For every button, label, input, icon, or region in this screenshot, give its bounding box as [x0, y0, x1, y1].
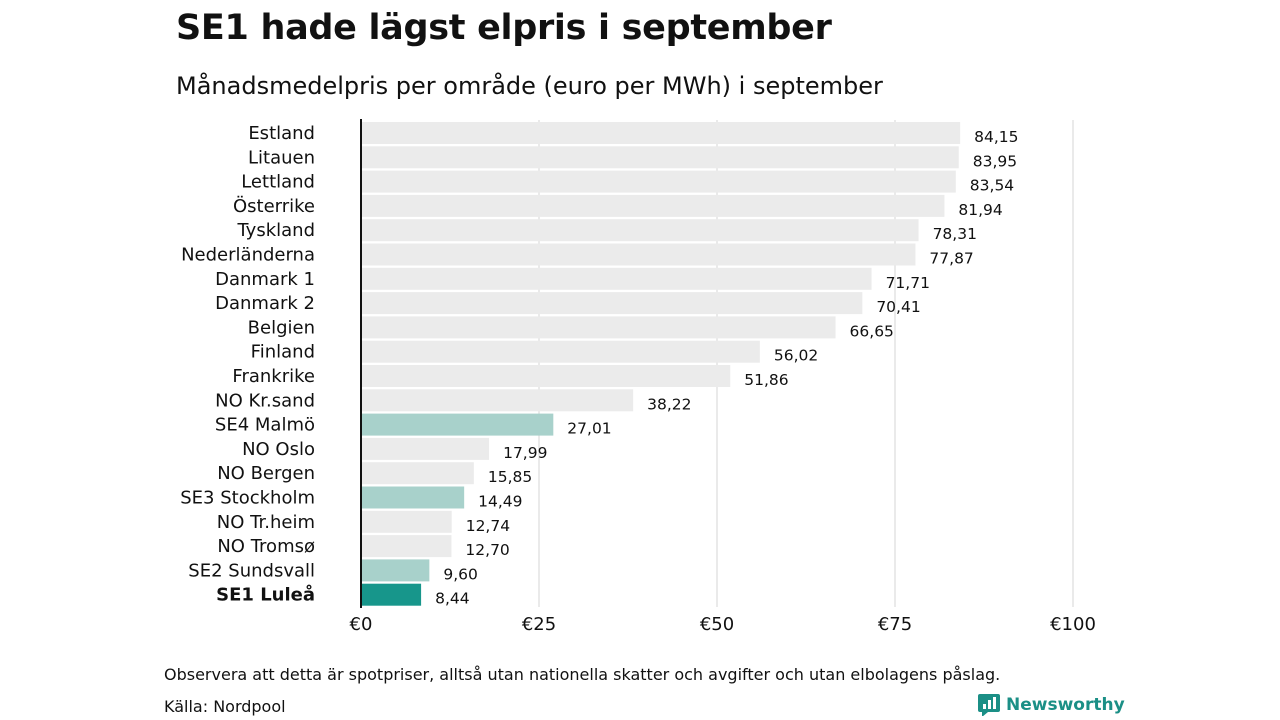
bar: [361, 316, 836, 339]
category-label: Belgien: [248, 317, 315, 338]
bar: [361, 146, 959, 169]
footnote: Observera att detta är spotpriser, allts…: [164, 665, 1001, 684]
x-tick-label: €100: [1050, 614, 1096, 635]
category-label: Danmark 2: [215, 293, 315, 314]
value-label: 77,87: [929, 250, 973, 268]
category-label: Österrike: [233, 195, 315, 217]
value-label: 78,31: [933, 225, 977, 243]
bar: [361, 365, 731, 387]
value-label: 9,60: [443, 565, 478, 583]
bar: [361, 122, 961, 144]
x-tick-label: €50: [700, 614, 734, 635]
category-label: Nederländerna: [181, 245, 315, 266]
category-label: NO Tr.heim: [217, 512, 315, 533]
newsworthy-logo-icon: [978, 694, 1000, 716]
chart-title: SE1 hade lägst elpris i september: [176, 8, 832, 48]
brand-logo: Newsworthy: [978, 694, 1125, 716]
bar: [361, 462, 474, 485]
x-tick-label: €75: [878, 614, 912, 635]
category-label: Estland: [248, 123, 315, 144]
bar: [361, 583, 422, 606]
category-label: NO Oslo: [242, 439, 315, 460]
source-note: Källa: Nordpool: [164, 697, 286, 716]
value-labels: 84,15 83,95 83,54 81,94 78,31 77,87 71,71 70,41…: [435, 128, 1018, 608]
value-label: 70,41: [876, 298, 920, 316]
bars: [361, 122, 961, 606]
bar: [361, 340, 760, 363]
brand-name: Newsworthy: [1006, 695, 1125, 715]
bar: [361, 413, 554, 436]
x-tick-label: €0: [350, 614, 373, 635]
value-label: 27,01: [567, 420, 611, 438]
value-label: 8,44: [435, 590, 470, 608]
bar: [361, 437, 490, 460]
bar: [361, 170, 956, 193]
value-label: 56,02: [774, 347, 818, 365]
bar: [361, 219, 919, 242]
bar: [361, 243, 916, 266]
category-label: Finland: [251, 342, 315, 363]
category-label: SE3 Stockholm: [180, 488, 315, 509]
bar: [361, 267, 872, 290]
x-tick-label: €25: [522, 614, 556, 635]
category-label: SE2 Sundsvall: [188, 560, 315, 581]
category-label: Litauen: [248, 147, 315, 168]
bar: [361, 486, 465, 509]
value-label: 38,22: [647, 395, 691, 413]
category-label: Danmark 1: [215, 269, 315, 290]
value-label: 15,85: [488, 468, 532, 486]
value-label: 12,74: [466, 517, 510, 535]
value-label: 83,95: [973, 152, 1017, 170]
category-label: SE1 Luleå: [216, 584, 315, 606]
bar: [361, 194, 945, 217]
value-label: 84,15: [974, 128, 1018, 146]
chart-subtitle: Månadsmedelpris per område (euro per MWh…: [176, 72, 883, 100]
category-label: Tyskland: [236, 220, 315, 241]
value-label: 17,99: [503, 444, 547, 462]
bar: [361, 389, 634, 412]
value-label: 66,65: [850, 322, 894, 340]
value-label: 83,54: [970, 177, 1014, 195]
bar: [361, 510, 452, 533]
category-label: NO Tromsø: [217, 536, 315, 557]
value-label: 14,49: [478, 493, 522, 511]
value-label: 71,71: [886, 274, 930, 292]
value-label: 12,70: [465, 541, 509, 559]
bar: [361, 535, 452, 558]
value-label: 81,94: [958, 201, 1002, 219]
category-label: NO Kr.sand: [215, 390, 315, 411]
category-label: SE4 Malmö: [215, 415, 315, 436]
bar: [361, 559, 430, 582]
value-label: 51,86: [744, 371, 788, 389]
x-axis-ticks: €0 €25 €50 €75 €100: [350, 614, 1096, 635]
bar: [361, 292, 863, 315]
category-label: NO Bergen: [217, 463, 315, 484]
category-label: Lettland: [241, 172, 315, 193]
category-label: Frankrike: [232, 366, 315, 387]
